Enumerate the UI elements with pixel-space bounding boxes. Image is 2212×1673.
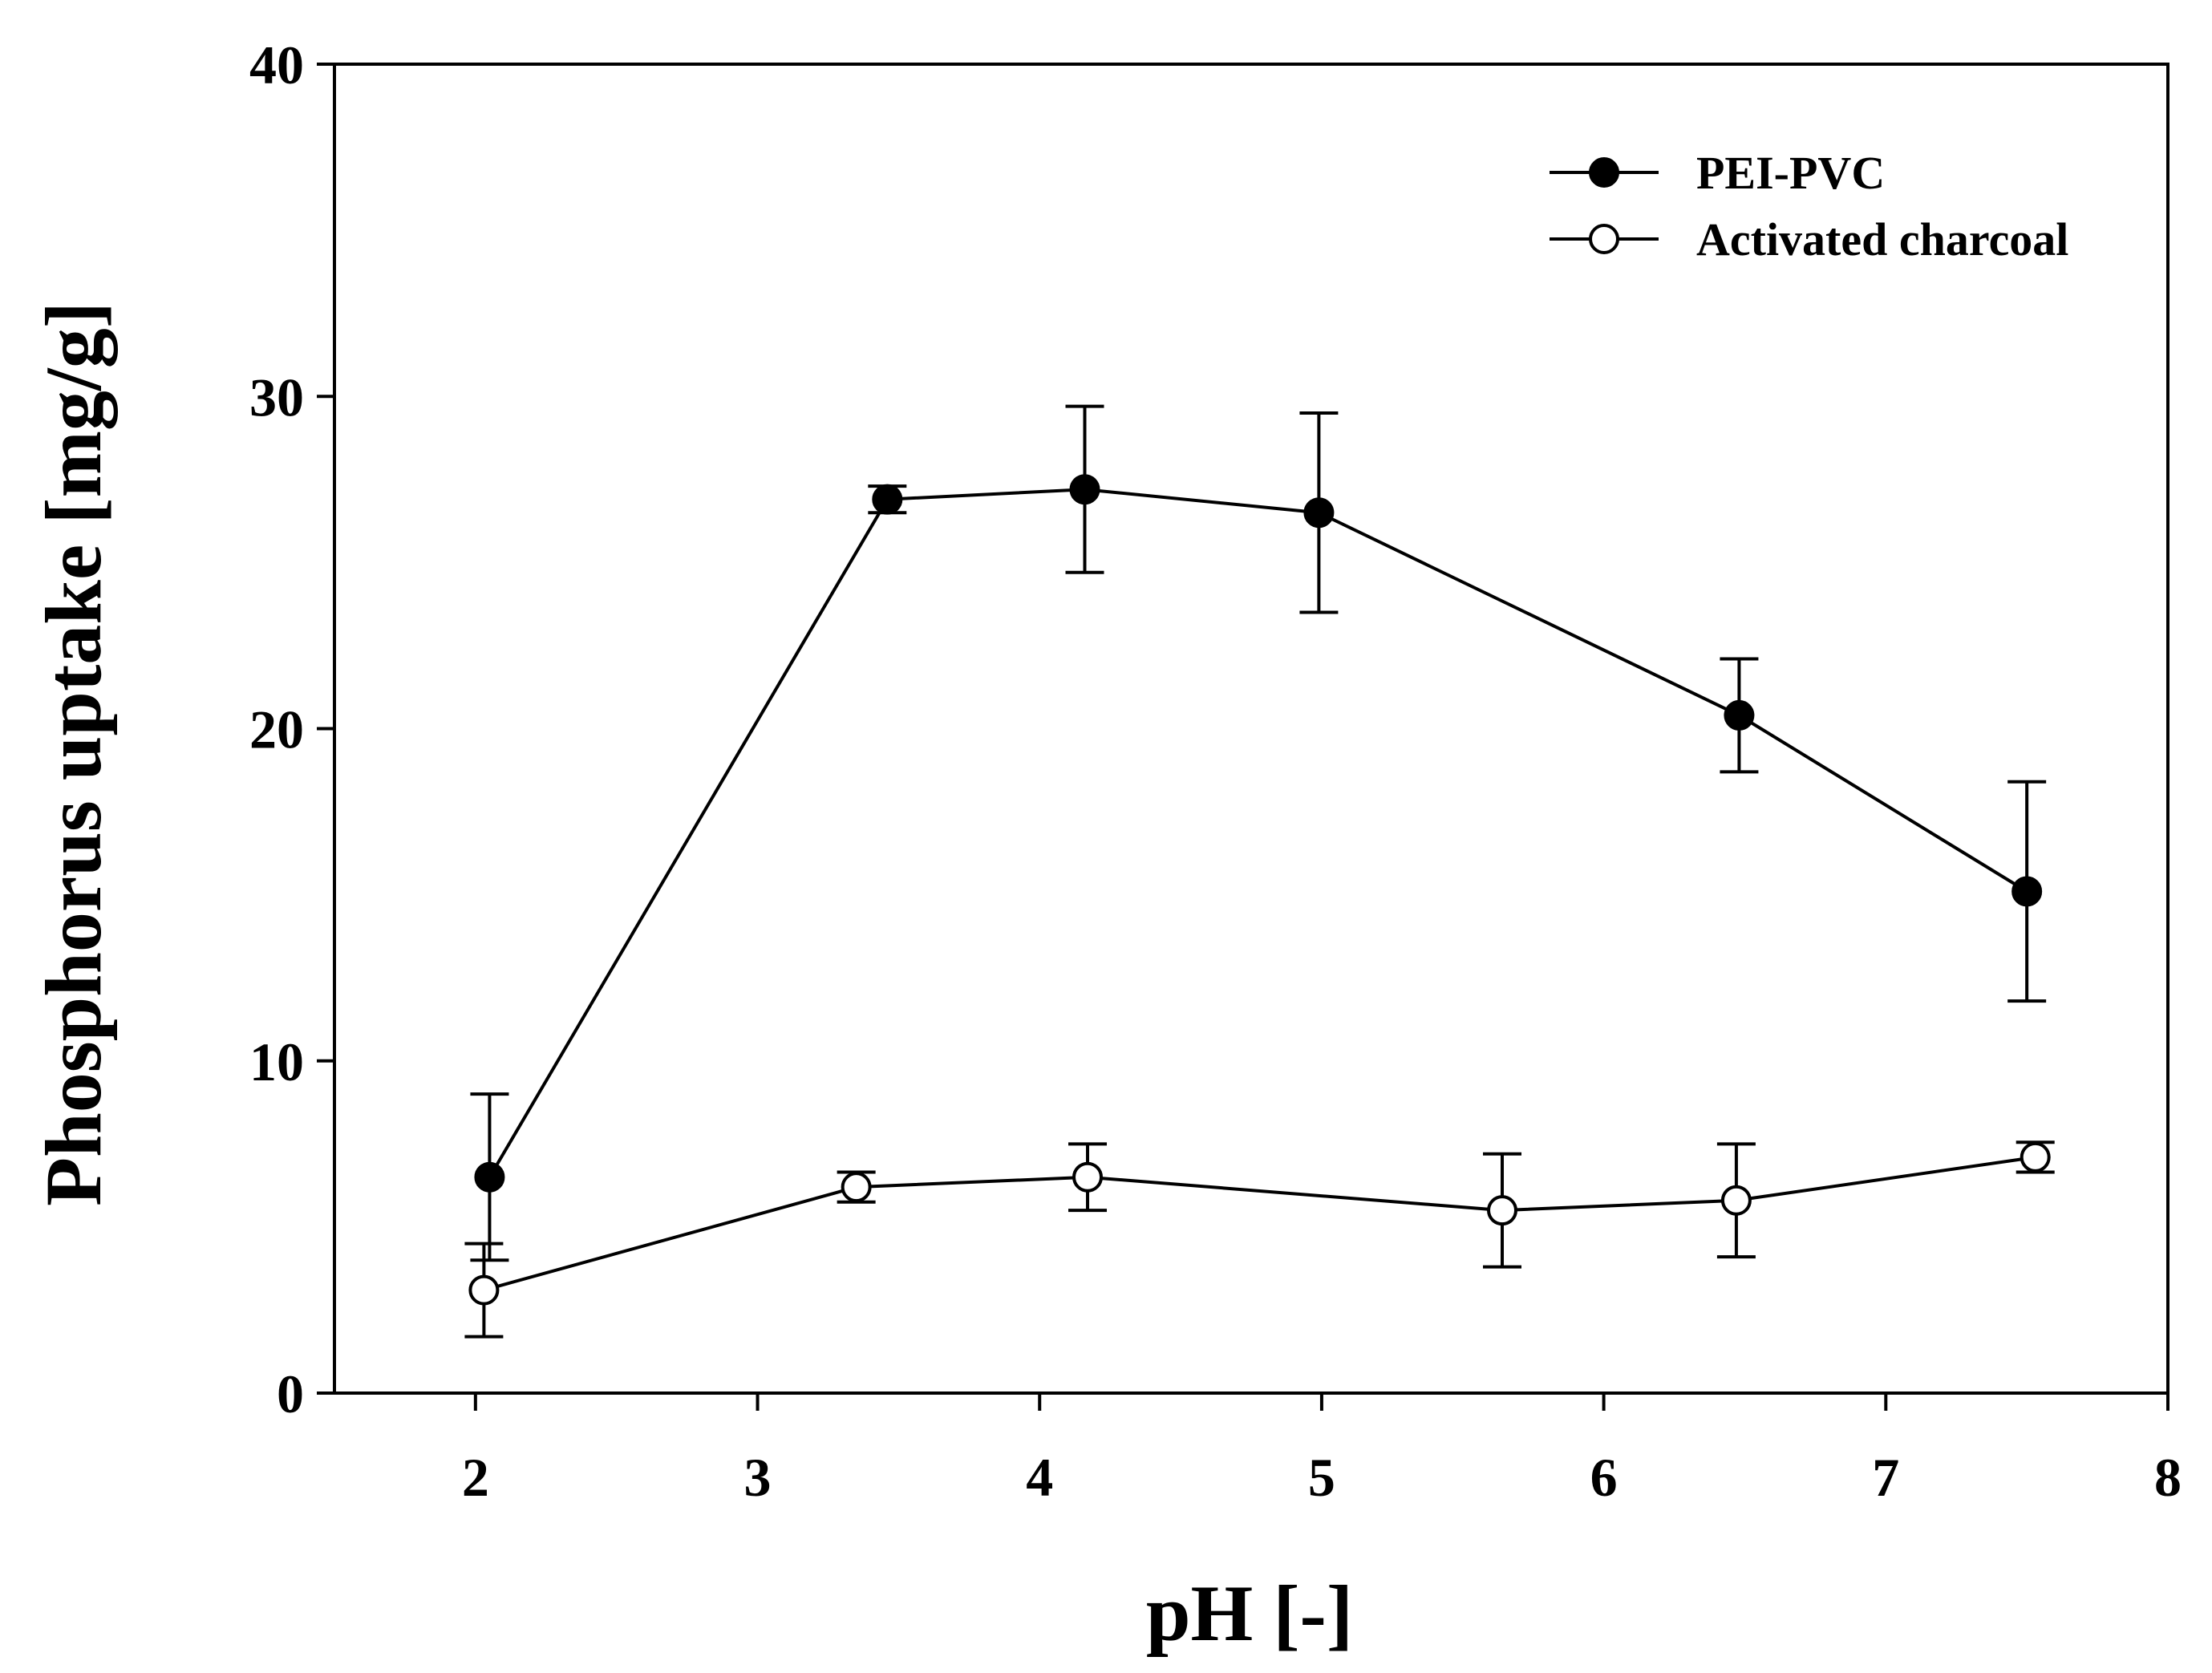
y-tick-label: 10	[249, 1031, 304, 1092]
data-point-activated-charcoal	[1487, 1195, 1518, 1226]
data-point-pei-pvc	[474, 1161, 505, 1193]
legend-label: Activated charcoal	[1696, 213, 2068, 265]
y-tick-label: 0	[277, 1363, 304, 1424]
series-pei-pvc	[470, 404, 2047, 1262]
x-tick-label: 3	[744, 1447, 772, 1508]
x-axis: 2 3 4 5 6 7 8	[462, 1393, 2182, 1508]
data-point-pei-pvc	[872, 484, 903, 515]
x-axis-title: pH [-]	[1146, 1569, 1353, 1658]
x-tick-label: 5	[1308, 1447, 1335, 1508]
x-tick-label: 2	[462, 1447, 489, 1508]
data-point-pei-pvc	[1069, 474, 1100, 505]
data-point-pei-pvc	[1303, 497, 1335, 529]
y-tick-label: 30	[249, 367, 304, 427]
legend-item-pei-pvc: PEI-PVC	[1550, 147, 1885, 199]
legend: PEI-PVC Activated charcoal	[1550, 147, 2068, 265]
legend-item-activated-charcoal: Activated charcoal	[1550, 213, 2068, 265]
series-layer	[464, 404, 2055, 1339]
legend-label: PEI-PVC	[1696, 147, 1885, 199]
x-tick-label: 7	[1872, 1447, 1899, 1508]
y-tick-label: 40	[249, 34, 304, 95]
x-tick-label: 8	[2154, 1447, 2182, 1508]
legend-marker	[1589, 157, 1619, 188]
data-point-activated-charcoal	[2020, 1141, 2051, 1173]
y-tick-label: 20	[249, 699, 304, 760]
x-tick-label: 6	[1590, 1447, 1618, 1508]
data-point-activated-charcoal	[1072, 1161, 1104, 1193]
series-activated-charcoal	[464, 1140, 2055, 1339]
data-point-activated-charcoal	[841, 1172, 872, 1203]
series-line-pei-pvc	[488, 488, 2028, 1178]
y-axis-title: Phosphorus uptake [mg/g]	[29, 302, 118, 1206]
data-point-pei-pvc	[1724, 699, 1755, 731]
y-axis: 0 10 20 30 40	[249, 34, 334, 1424]
series-line-activated-charcoal	[483, 1155, 2036, 1292]
legend-marker	[1589, 224, 1619, 254]
data-point-activated-charcoal	[1720, 1185, 1752, 1216]
data-point-activated-charcoal	[468, 1274, 500, 1306]
data-point-pei-pvc	[2011, 876, 2043, 907]
x-tick-label: 4	[1026, 1447, 1053, 1508]
